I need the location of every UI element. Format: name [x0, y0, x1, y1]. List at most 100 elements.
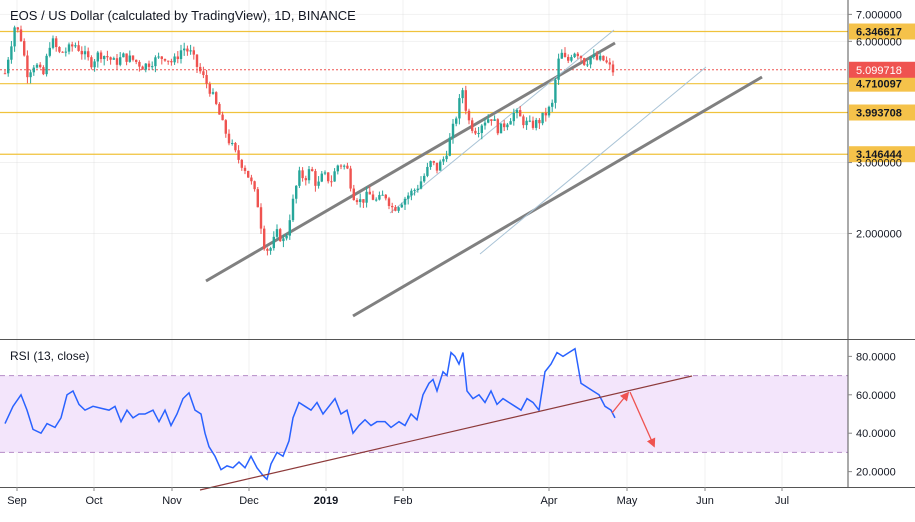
candle-body [205, 75, 208, 84]
candle-body [477, 133, 480, 135]
candle-body [506, 124, 509, 128]
candle-body [426, 166, 429, 176]
candle-body [112, 58, 115, 60]
candle-body [522, 116, 525, 126]
candle-body [455, 118, 458, 124]
channel-thin-lower [479, 66, 707, 255]
candle-body [167, 60, 170, 62]
candle-body [170, 61, 173, 63]
x-tick-label: Oct [85, 495, 102, 507]
arrow-down [629, 391, 656, 448]
candle-body [295, 185, 298, 199]
candle-body [384, 194, 387, 199]
candle-body [304, 178, 307, 181]
candle-body [131, 55, 135, 60]
candle-body [352, 188, 355, 201]
candle-body [493, 119, 496, 121]
candle-body [173, 56, 176, 63]
candle-body [243, 167, 247, 171]
candle-body [285, 235, 288, 239]
price-y-tick-label: 3.000000 [856, 158, 902, 170]
candle-body [234, 142, 237, 151]
x-tick-label: 2019 [314, 495, 338, 507]
candle-body [122, 53, 125, 58]
candle-body [29, 72, 32, 78]
candle-body [355, 200, 359, 203]
candle-body [567, 56, 570, 61]
candle-body [211, 92, 215, 94]
candle-body [135, 59, 138, 62]
level-badge [849, 146, 915, 163]
level-badge [849, 75, 915, 92]
candle-body [496, 119, 499, 134]
candle-body [317, 181, 320, 186]
candle-body [80, 50, 83, 55]
candle-body [99, 52, 103, 60]
candle-body [400, 204, 403, 208]
candle-body [608, 62, 611, 65]
candle-body [3, 73, 7, 75]
candle-body [323, 172, 327, 174]
candle-body [192, 50, 195, 55]
candle-body [93, 61, 96, 68]
candle-body [531, 120, 535, 128]
candle-body [141, 66, 144, 70]
candle-body [343, 165, 346, 167]
candle-body [519, 110, 522, 117]
candle-body [320, 173, 323, 182]
rsi-line [4, 347, 616, 481]
candle-body [490, 119, 493, 121]
x-tick-label: Sep [7, 495, 27, 507]
candle-body [429, 161, 432, 167]
candle-body [301, 170, 304, 179]
candle-body [35, 64, 39, 68]
rsi-band-fill [0, 375, 848, 453]
candle-body [589, 56, 592, 65]
candle-body [397, 207, 400, 211]
candle-body [419, 181, 423, 189]
candle-body [599, 55, 602, 60]
candle-body [378, 195, 381, 200]
candle-body [77, 45, 80, 51]
level-label: 3.993708 [856, 108, 902, 120]
candle-body [23, 41, 26, 56]
candle-body [583, 58, 586, 65]
candle-body [499, 123, 503, 134]
candle-body [231, 142, 234, 144]
candle-body [103, 56, 106, 60]
rsi-y-tick-label: 80.0000 [856, 351, 896, 363]
candle-body [256, 189, 259, 208]
candle-body [179, 50, 183, 60]
x-tick-label: Jul [775, 495, 789, 507]
candle-body [407, 195, 410, 199]
rsi-y-tick-label: 40.0000 [856, 428, 896, 440]
candle-body [160, 56, 163, 59]
candle-body [291, 198, 295, 221]
candle-body [237, 150, 240, 160]
rsi-band [0, 375, 848, 453]
candle-body [157, 56, 160, 58]
candle-body [215, 92, 218, 104]
candle-body [202, 71, 205, 76]
candle-body [541, 112, 544, 124]
candle-body [413, 189, 416, 191]
candle-body [67, 44, 71, 52]
candle-body [55, 38, 58, 48]
candle-body [570, 57, 573, 61]
candle-body [48, 47, 51, 56]
candle-body [349, 168, 352, 189]
candle-body [403, 198, 407, 205]
candle-body [151, 66, 154, 68]
candle-body [480, 125, 483, 134]
candle-body [595, 54, 599, 60]
level-label: 6.346617 [856, 27, 902, 39]
rsi-title: RSI (13, close) [10, 349, 90, 363]
candle-body [183, 48, 186, 51]
candle-body [464, 90, 467, 111]
arrow-up [611, 391, 630, 414]
candle-body [576, 53, 579, 57]
candle-body [208, 83, 211, 94]
channel-thin-upper [389, 29, 615, 214]
candle-body [189, 50, 192, 52]
x-tick-label: Jun [696, 495, 714, 507]
